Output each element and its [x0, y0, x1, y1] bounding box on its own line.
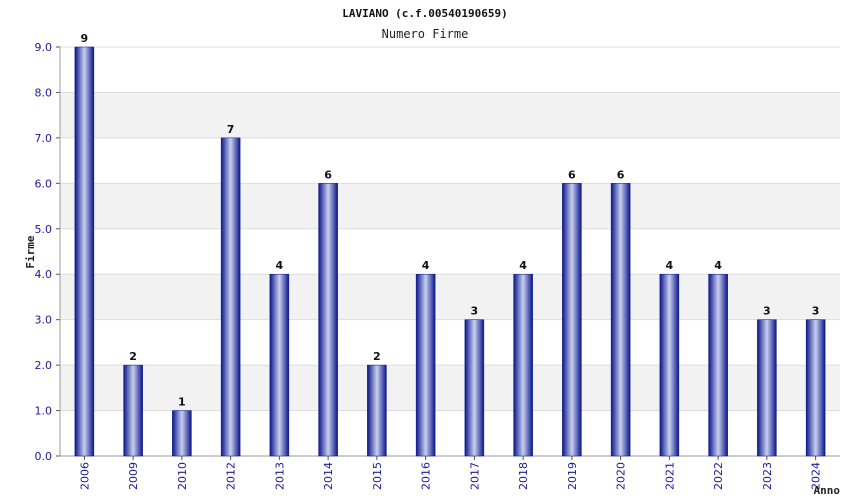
x-tick-label: 2012	[225, 462, 238, 490]
bar	[464, 319, 485, 457]
x-tick-label: 2009	[127, 462, 140, 490]
x-tick-label: 2016	[420, 462, 433, 490]
bar	[659, 273, 680, 457]
tick-labels: 0.0 1.0 2.0 3.0 4.0 5.0 6.0 7.0 8.0 9.0 2006 2009 20…	[35, 41, 823, 490]
data-label: 9	[81, 32, 89, 45]
x-tick-label: 2019	[566, 462, 579, 490]
data-label: 3	[763, 305, 771, 318]
bar	[367, 364, 387, 457]
y-tick-label: 3.0	[35, 314, 53, 327]
chart-subtitle: Numero Firme	[382, 27, 469, 41]
bar	[172, 410, 192, 457]
data-label: 4	[276, 259, 284, 272]
data-label: 3	[471, 305, 479, 318]
grid-band	[60, 183, 840, 229]
bar	[708, 273, 728, 457]
x-tick-label: 2018	[517, 462, 530, 490]
bar	[123, 364, 143, 457]
y-tick-label: 1.0	[35, 405, 53, 418]
bar	[805, 319, 826, 457]
bar	[757, 319, 777, 457]
data-label: 4	[666, 259, 674, 272]
grid-band	[60, 92, 840, 138]
x-tick-label: 2010	[176, 462, 189, 490]
bar	[220, 137, 241, 457]
x-axis-label: Anno	[814, 484, 841, 497]
x-tick-label: 2023	[761, 462, 774, 490]
y-tick-label: 8.0	[35, 86, 53, 99]
x-tick-label: 2014	[322, 462, 335, 490]
x-tick-label: 2006	[78, 462, 91, 490]
data-label: 2	[129, 350, 137, 363]
data-label: 3	[812, 305, 820, 318]
x-tick-label: 2022	[712, 462, 725, 490]
y-tick-label: 0.0	[35, 450, 53, 463]
x-tick-label: 2013	[273, 462, 286, 490]
data-label: 2	[373, 350, 381, 363]
data-label: 6	[568, 168, 576, 181]
data-label: 6	[617, 168, 625, 181]
bar	[74, 46, 95, 457]
x-tick-label: 2024	[810, 462, 823, 490]
data-label: 4	[519, 259, 527, 272]
x-tick-label: 2021	[663, 462, 676, 490]
y-tick-label: 7.0	[35, 132, 53, 145]
x-tick-label: 2017	[468, 462, 481, 490]
y-tick-label: 5.0	[35, 223, 53, 236]
y-tick-label: 4.0	[35, 268, 53, 281]
bar	[415, 273, 436, 457]
y-axis-label: Firme	[24, 235, 37, 268]
data-label: 7	[227, 123, 235, 136]
data-label: 1	[178, 396, 186, 409]
data-label: 4	[422, 259, 430, 272]
bar	[318, 183, 338, 457]
chart-title: LAVIANO (c.f.00540190659)	[342, 7, 508, 20]
bar	[562, 183, 582, 457]
y-tick-label: 2.0	[35, 359, 53, 372]
bar	[513, 273, 533, 457]
bar	[610, 183, 631, 457]
bar	[269, 273, 290, 457]
x-tick-label: 2015	[371, 462, 384, 490]
y-tick-label: 9.0	[35, 41, 53, 54]
x-tick-label: 2020	[615, 462, 628, 490]
data-label: 4	[714, 259, 722, 272]
bars: 9 2 1 7 4 6 2 4 3 4 6 6 4 4 3 3	[74, 32, 826, 457]
y-tick-label: 6.0	[35, 177, 53, 190]
data-label: 6	[324, 168, 332, 181]
